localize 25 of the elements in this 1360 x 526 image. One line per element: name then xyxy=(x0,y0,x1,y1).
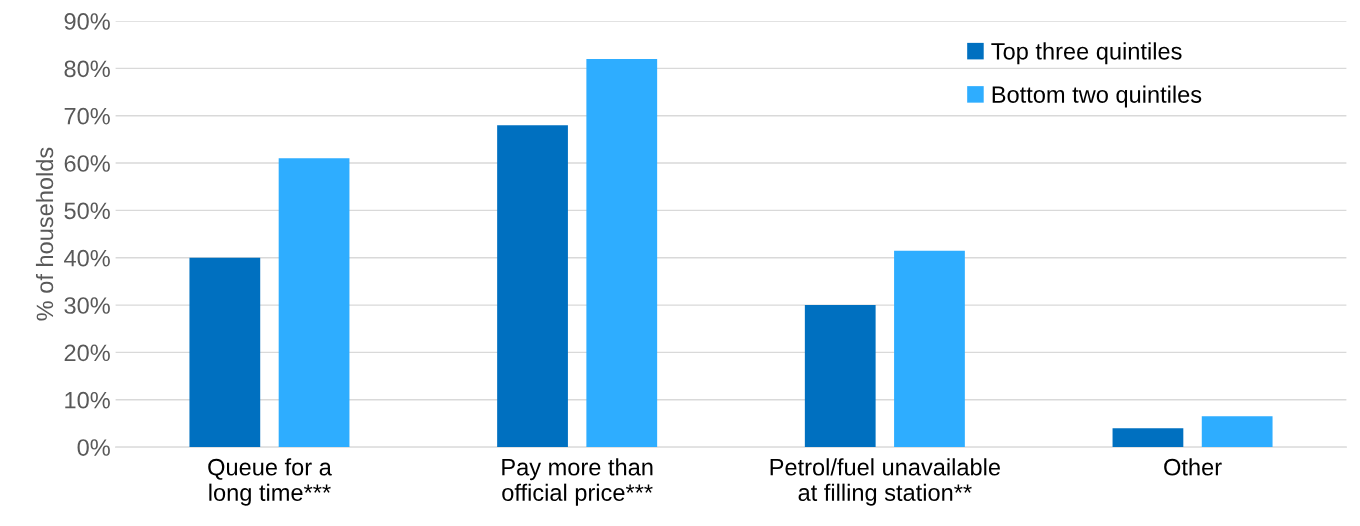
y-tick-label: 50% xyxy=(64,202,110,220)
bar xyxy=(804,305,876,448)
bar xyxy=(1201,416,1273,448)
y-tick-label: 10% xyxy=(65,391,110,409)
legend-label: Top three quintiles xyxy=(991,42,1182,65)
bar xyxy=(894,250,965,448)
y-tick-label: 20% xyxy=(64,344,110,362)
y-tick-label: 80% xyxy=(64,60,110,78)
y-tick-label: 0% xyxy=(77,439,110,456)
legend-label: Bottom two quintiles xyxy=(992,85,1202,108)
bar xyxy=(1112,428,1184,448)
x-tick-label: Petrol/fuel unavailable at filling station** xyxy=(770,458,1000,506)
bar xyxy=(278,158,350,448)
x-tick-label: Queue for a long time*** xyxy=(208,458,332,506)
y-tick-label: 70% xyxy=(64,107,110,125)
x-tick-label: Other xyxy=(1164,458,1222,476)
bar xyxy=(586,58,658,448)
bar xyxy=(189,257,261,448)
y-tick-label: 30% xyxy=(64,297,110,314)
y-tick-label: 40% xyxy=(64,249,110,267)
bar xyxy=(497,125,568,448)
y-tick-label: 90% xyxy=(64,13,110,30)
y-tick-label: 60% xyxy=(64,155,110,172)
x-tick-label: Pay more than official price*** xyxy=(502,458,653,506)
y-axis-title: % of households xyxy=(35,147,54,321)
